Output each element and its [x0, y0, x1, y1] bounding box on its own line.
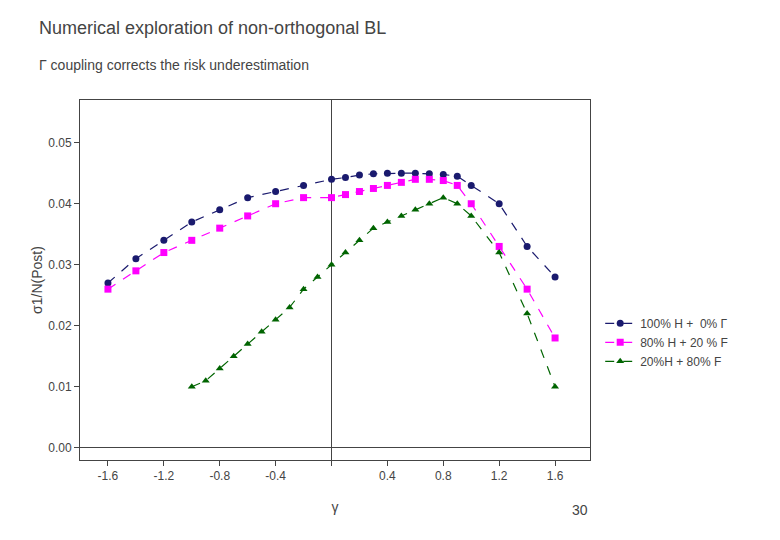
svg-text:0.05: 0.05: [48, 136, 72, 150]
svg-text:0.04: 0.04: [48, 197, 72, 211]
svg-text:-1.6: -1.6: [98, 469, 119, 483]
svg-text:100% H + 0% Γ: 100% H + 0% Γ: [640, 317, 727, 331]
svg-text:30: 30: [572, 502, 588, 518]
svg-text:0.4: 0.4: [379, 469, 396, 483]
svg-text:0.02: 0.02: [48, 319, 72, 333]
svg-text:γ: γ: [332, 499, 339, 515]
svg-text:-1.2: -1.2: [153, 469, 174, 483]
svg-text:Γ coupling corrects the risk u: Γ coupling corrects the risk underestima…: [39, 57, 309, 73]
svg-text:20%H + 80% F: 20%H + 80% F: [640, 355, 721, 369]
svg-text:Numerical exploration of non-o: Numerical exploration of non-orthogonal …: [39, 18, 386, 38]
svg-text:0.01: 0.01: [48, 380, 72, 394]
svg-text:0.03: 0.03: [48, 258, 72, 272]
svg-text:σ1/N(Post): σ1/N(Post): [29, 246, 45, 314]
svg-text:-0.4: -0.4: [265, 469, 286, 483]
svg-text:80% H + 20 % F: 80% H + 20 % F: [640, 336, 728, 350]
svg-text:-0.8: -0.8: [209, 469, 230, 483]
svg-text:0.8: 0.8: [435, 469, 452, 483]
svg-text:1.6: 1.6: [547, 469, 564, 483]
svg-text:0.00: 0.00: [48, 441, 72, 455]
svg-text:1.2: 1.2: [491, 469, 508, 483]
